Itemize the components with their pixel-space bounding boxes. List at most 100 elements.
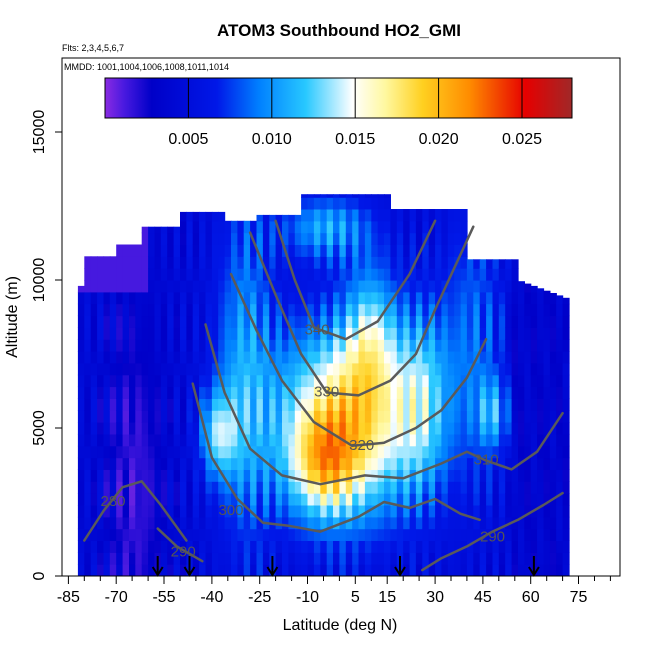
heatmap-cell <box>415 540 423 553</box>
heatmap-cell <box>441 540 449 553</box>
heatmap-cell <box>492 481 500 494</box>
heatmap-cell <box>243 445 251 459</box>
heatmap-cell <box>218 362 226 376</box>
heatmap-cell <box>154 528 162 541</box>
heatmap-cell <box>109 351 117 364</box>
heatmap-cell <box>180 457 187 470</box>
heatmap-cell <box>148 493 156 506</box>
heatmap-cell <box>243 232 251 245</box>
heatmap-cell <box>492 291 500 305</box>
heatmap-cell <box>562 516 570 530</box>
isentrope-line-290 <box>156 527 204 563</box>
heatmap-cell <box>211 291 219 305</box>
heatmap-cell <box>122 469 130 482</box>
heatmap-cell <box>505 564 513 576</box>
heatmap-cell <box>377 552 385 565</box>
heatmap-cell <box>129 374 136 388</box>
x-tick-label: 30 <box>426 589 444 606</box>
heatmap-cell <box>109 528 117 541</box>
heatmap-cell <box>339 327 347 340</box>
heatmap-cell <box>479 374 487 388</box>
heatmap-cell <box>141 433 149 447</box>
heatmap-cell <box>97 339 105 352</box>
heatmap-cell <box>441 564 449 576</box>
heatmap-cell <box>237 327 245 340</box>
heatmap-cell <box>77 552 85 565</box>
heatmap-cell <box>345 505 353 518</box>
heatmap-cell <box>116 291 124 305</box>
heatmap-cell <box>205 232 213 245</box>
heatmap-cell <box>486 315 494 328</box>
heatmap-cell <box>549 398 557 411</box>
heatmap-cell <box>97 351 105 364</box>
isentrope-label: 290 <box>171 543 196 560</box>
x-tick-label: 15 <box>378 589 396 606</box>
heatmap-cell <box>473 433 481 447</box>
x-tick-label: 75 <box>570 589 588 606</box>
heatmap-cell <box>231 220 238 234</box>
heatmap-cell <box>498 291 506 305</box>
heatmap-cell <box>364 457 372 470</box>
heatmap-cell <box>141 505 149 518</box>
heatmap-cell <box>364 410 372 423</box>
heatmap-cell <box>511 540 519 553</box>
heatmap-cell <box>294 457 302 470</box>
heatmap-cell <box>243 528 251 541</box>
heatmap-cell <box>173 362 181 376</box>
heatmap-cell <box>339 256 347 269</box>
heatmap-cell <box>460 291 468 305</box>
heatmap-cell <box>192 232 200 245</box>
heatmap-cell <box>518 505 525 518</box>
heatmap-cell <box>352 315 360 328</box>
heatmap-cell <box>441 433 449 447</box>
heatmap-cell <box>262 303 270 317</box>
heatmap-cell <box>205 291 213 305</box>
heatmap-cell <box>492 374 500 388</box>
heatmap-cell <box>129 528 136 541</box>
heatmap-cell <box>129 433 136 447</box>
isentrope-label: 290 <box>480 528 505 545</box>
heatmap-cell <box>460 528 468 541</box>
heatmap-cell <box>307 220 315 234</box>
heatmap-cell <box>377 209 385 222</box>
heatmap-cell <box>256 540 264 553</box>
heatmap-cell <box>205 564 213 576</box>
heatmap-cell <box>511 528 519 541</box>
heatmap-cell <box>447 244 455 257</box>
heatmap-cell <box>435 268 443 281</box>
heatmap-cell <box>301 291 309 305</box>
heatmap-cell <box>358 528 366 541</box>
heatmap-cell <box>422 280 430 293</box>
heatmap-cell <box>435 362 443 376</box>
heatmap-cell <box>218 552 226 565</box>
heatmap-cell <box>148 481 156 494</box>
heatmap-cell <box>473 315 481 328</box>
heatmap-cell <box>269 469 277 482</box>
heatmap-cell <box>307 469 315 482</box>
heatmap-cell <box>422 516 430 530</box>
heatmap-cell <box>294 303 302 317</box>
heatmap-cell <box>141 422 149 435</box>
heatmap-cell <box>84 445 92 459</box>
heatmap-cell <box>454 457 462 470</box>
heatmap-cell <box>384 315 391 328</box>
heatmap-cell <box>556 295 564 305</box>
heatmap-cell <box>371 339 379 352</box>
heatmap-cell <box>390 410 398 423</box>
heatmap-cell <box>122 516 130 530</box>
heatmap-cell <box>294 244 302 257</box>
heatmap-cell <box>135 410 143 423</box>
heatmap-cell <box>173 374 181 388</box>
heatmap-cell <box>352 194 360 198</box>
heatmap-cell <box>116 516 124 530</box>
heatmap-cell <box>454 481 462 494</box>
heatmap-cell <box>524 469 532 482</box>
heatmap-cell <box>549 293 557 305</box>
heatmap-cell <box>454 351 462 364</box>
heatmap-cell <box>473 339 481 352</box>
heatmap-cell <box>269 303 277 317</box>
heatmap-cell <box>473 528 481 541</box>
heatmap-cell <box>530 315 538 328</box>
heatmap-cell <box>275 433 283 447</box>
heatmap-cell <box>441 327 449 340</box>
